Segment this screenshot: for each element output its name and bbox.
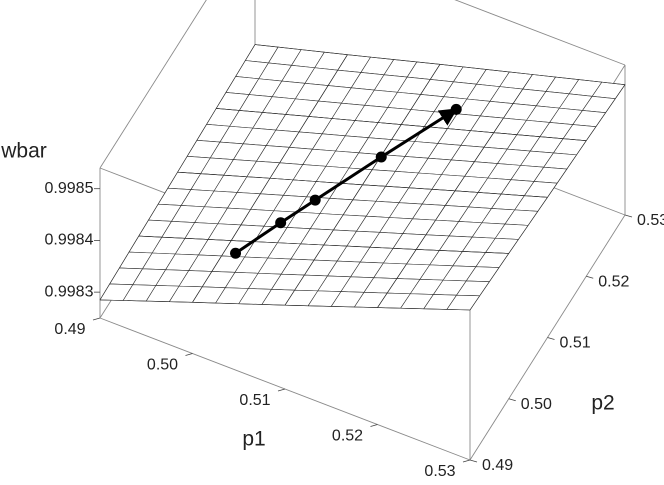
x-tick-label: 0.52: [332, 428, 363, 445]
path-point: [450, 103, 462, 115]
x-tick-label: 0.51: [239, 392, 270, 409]
y-tick-label: 0.53: [637, 212, 664, 229]
x-tick: [277, 388, 286, 392]
surface-grid-line: [216, 108, 587, 142]
surface-grid-line: [99, 299, 471, 311]
surface-grid-line: [177, 171, 548, 198]
x-tick: [462, 459, 471, 463]
x-tick-label: 0.53: [424, 463, 455, 480]
z-tick-label: 0.9983: [45, 283, 94, 300]
x-tick-label: 0.49: [54, 321, 85, 338]
x-axis-label: p1: [242, 428, 265, 451]
z-tick-label: 0.9984: [45, 232, 94, 249]
y-tick-label: 0.51: [560, 335, 591, 352]
y-tick: [624, 214, 633, 218]
box-edge: [454, 0, 626, 66]
y-tick: [508, 398, 516, 402]
path-point: [275, 217, 287, 229]
z-axis-label: wbar: [0, 140, 47, 163]
y-tick: [469, 459, 478, 463]
surface-grid-line: [254, 44, 626, 85]
x-tick: [185, 353, 193, 356]
x-tick-label: 0.50: [147, 357, 178, 374]
y-tick-label: 0.50: [521, 396, 552, 413]
z-tick-label: 0.9985: [45, 180, 94, 197]
y-axis-label: p2: [591, 392, 614, 415]
path-point: [309, 194, 321, 206]
box-edge: [99, 0, 207, 169]
y-tick-label: 0.49: [482, 457, 513, 474]
surface-grid-line: [138, 235, 509, 254]
x-tick: [92, 317, 101, 321]
y-tick-label: 0.52: [598, 273, 629, 290]
path-point: [375, 151, 387, 163]
path-point: [230, 247, 242, 259]
y-tick: [586, 275, 594, 279]
x-tick: [370, 424, 378, 427]
y-tick: [547, 337, 555, 340]
